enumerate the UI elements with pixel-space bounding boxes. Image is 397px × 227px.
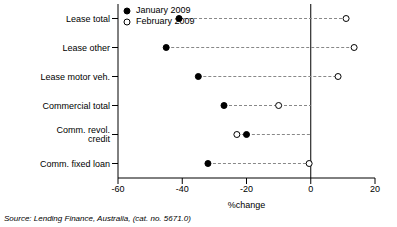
svg-text:Lease motor veh.: Lease motor veh.	[40, 72, 110, 82]
svg-text:Lease total: Lease total	[66, 14, 110, 24]
html-text:January 2009: January 2009	[136, 5, 191, 15]
svg-text:Commercial total: Commercial total	[42, 101, 110, 111]
svg-text:20: 20	[370, 184, 380, 194]
svg-text:Comm. fixed loan: Comm. fixed loan	[40, 159, 110, 169]
svg-text:%change: %change	[228, 200, 266, 210]
html-text:February 2009: February 2009	[136, 16, 195, 26]
svg-text:Comm. revol.credit: Comm. revol.credit	[56, 125, 110, 144]
svg-text:Lease other: Lease other	[62, 43, 110, 53]
svg-text:-20: -20	[240, 184, 253, 194]
html-text:Source: Lending Finance, Austr: Source: Lending Finance, Australia, (cat…	[4, 214, 191, 223]
svg-text:0: 0	[308, 184, 313, 194]
svg-text:-60: -60	[111, 184, 124, 194]
svg-text:-40: -40	[176, 184, 189, 194]
